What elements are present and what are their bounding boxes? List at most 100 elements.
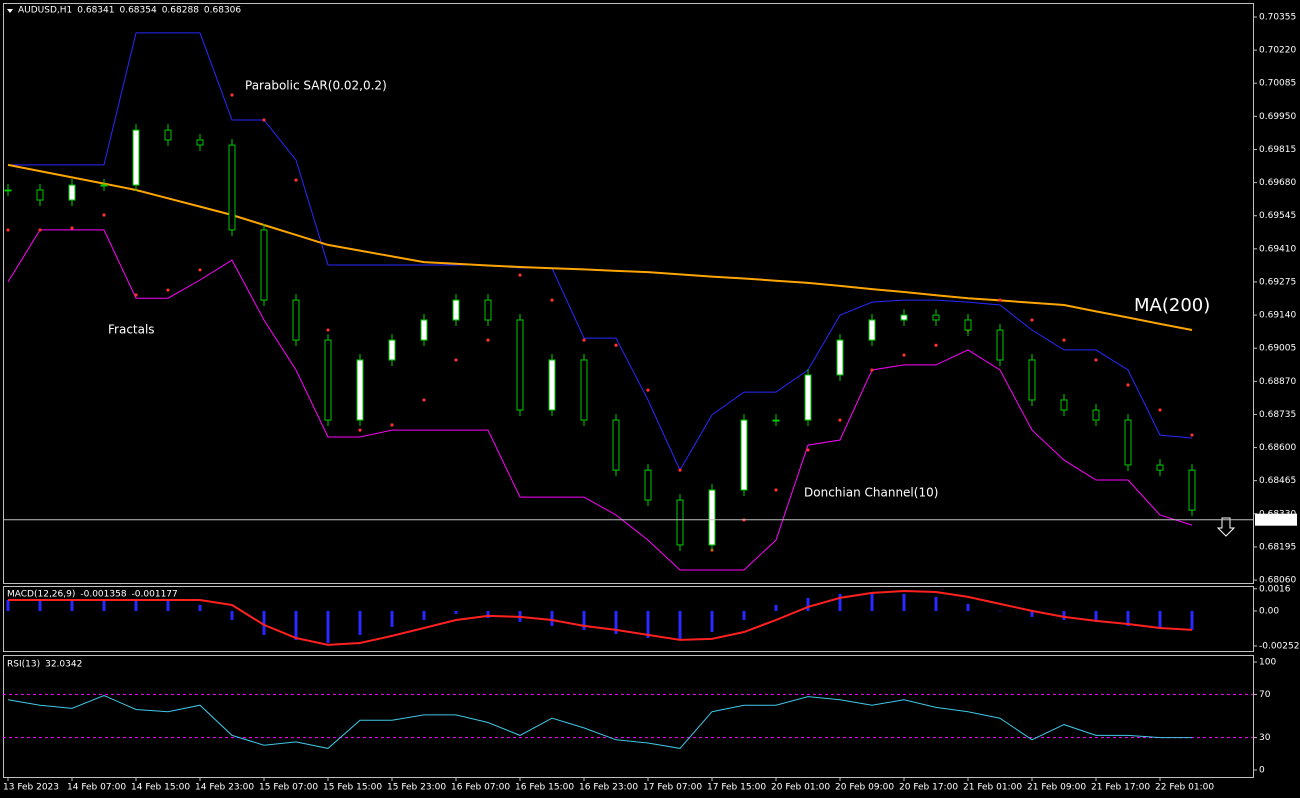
sar-dot (422, 398, 426, 402)
candle (484, 299, 492, 321)
sar-dot (518, 273, 522, 277)
candle (452, 299, 460, 321)
macd-bar (6, 599, 10, 611)
y-tick-label: 0.00 (1259, 606, 1279, 616)
y-tick-label: 0.70355 (1259, 12, 1296, 22)
sar-dot (582, 338, 586, 342)
macd-bar (1030, 610, 1034, 617)
y-tick-label: 30 (1259, 733, 1271, 743)
sar-dot (550, 298, 554, 302)
sar-dot (646, 388, 650, 392)
candle (1028, 359, 1036, 401)
sar-dot (870, 368, 874, 372)
macd-bar (774, 604, 778, 611)
x-tick-label: 15 Feb 07:00 (259, 783, 318, 793)
x-tick-label: 15 Feb 15:00 (323, 783, 382, 793)
candle (100, 184, 108, 187)
quote-value: 0.68288 (162, 6, 199, 16)
y-tick-label: 0.69815 (1259, 145, 1296, 155)
macd-bar (582, 610, 586, 630)
sar-dot (6, 228, 10, 232)
sar-dot (294, 178, 298, 182)
candle (36, 189, 44, 201)
sar-dot (262, 118, 266, 122)
y-tick-label: 0.68060 (1259, 576, 1296, 586)
macd-bar (1094, 610, 1098, 622)
sar-dot (166, 288, 170, 292)
macd-bar (230, 610, 234, 620)
macd-bar (1062, 610, 1066, 620)
sar-dot (198, 268, 202, 272)
macd-bar (902, 593, 906, 611)
y-tick-label: 0.70085 (1259, 79, 1296, 89)
ma-line (7, 163, 1193, 331)
candle (420, 319, 428, 341)
x-tick-label: 16 Feb 07:00 (451, 783, 510, 793)
macd-bar (422, 610, 426, 620)
candle (292, 299, 300, 341)
candle (516, 319, 524, 411)
candle (324, 339, 332, 421)
x-tick-label: 20 Feb 01:00 (771, 783, 830, 793)
macd-bar (550, 610, 554, 626)
candle (580, 359, 588, 421)
x-tick-label: 16 Feb 23:00 (579, 783, 638, 793)
sar-dot (358, 428, 362, 432)
quote-value: 0.68306 (204, 6, 241, 16)
sar-dot (326, 328, 330, 332)
candle (644, 469, 652, 501)
macd-bar (998, 610, 1002, 612)
x-tick-label: 20 Feb 09:00 (835, 783, 894, 793)
macd-bar (1158, 610, 1162, 628)
candle (708, 489, 716, 546)
macd-bar (966, 603, 970, 611)
macd-bar (358, 610, 362, 635)
macd-bar (742, 610, 746, 620)
sar-dot (902, 353, 906, 357)
candle (1156, 464, 1164, 471)
y-tick-label: -0.002526 (1259, 641, 1300, 651)
sar-dot (1190, 433, 1194, 437)
sar-dot (134, 293, 138, 297)
x-tick-label: 14 Feb 07:00 (67, 783, 126, 793)
candle (4, 189, 12, 192)
annotation: MA(200) (1134, 295, 1210, 316)
candle (868, 319, 876, 341)
sar-dot (486, 338, 490, 342)
candle (772, 419, 780, 422)
y-tick-label: 0.69005 (1259, 344, 1296, 354)
candle (900, 314, 908, 321)
macd-bar (870, 592, 874, 611)
sar-dot (38, 228, 42, 232)
macd-bar (838, 593, 842, 611)
indicator-reading: -0.001358 (80, 590, 126, 600)
rsi-line (7, 694, 1192, 749)
y-tick-label: 0.69545 (1259, 211, 1296, 221)
y-tick-label: 0.68870 (1259, 377, 1296, 387)
x-tick-label: 17 Feb 07:00 (643, 783, 702, 793)
candle (228, 144, 236, 231)
y-tick-label: 0.68465 (1259, 476, 1296, 486)
macd-bar (166, 599, 170, 611)
rsi-panel (3, 655, 1254, 778)
macd-panel (3, 586, 1254, 652)
candle (612, 419, 620, 471)
candle (996, 329, 1004, 361)
candle (836, 339, 844, 376)
x-tick-label: 13 Feb 2023 (3, 783, 59, 793)
annotation: Parabolic SAR(0.02,0.2) (245, 79, 387, 93)
macd-bar (326, 610, 330, 643)
macd-bar (1126, 610, 1130, 626)
indicator-reading: -0.001177 (132, 590, 178, 600)
y-tick-label: 0 (1259, 765, 1265, 775)
candle (740, 419, 748, 491)
x-tick-label: 17 Feb 15:00 (707, 783, 766, 793)
candle (964, 319, 972, 331)
indicator-title: RSI(13) (7, 660, 40, 670)
macd-bar (678, 610, 682, 640)
macd-bar (646, 610, 650, 638)
candle (1092, 409, 1100, 421)
macd-bar (294, 610, 298, 640)
macd-bar (1190, 610, 1194, 630)
